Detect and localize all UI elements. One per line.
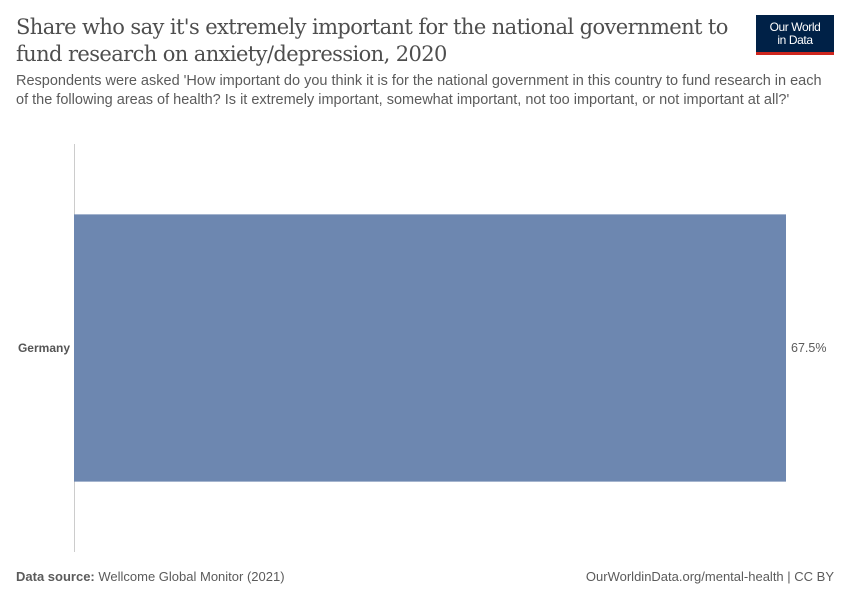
chart-subtitle: Respondents were asked 'How important do… — [16, 73, 822, 108]
logo-line-1: Our World — [769, 19, 821, 34]
bar-germany — [74, 214, 786, 482]
data-source-link[interactable]: Wellcome Global Monitor (2021) — [94, 569, 285, 584]
value-label: 67.5% — [791, 341, 826, 355]
data-source: Data source: Wellcome Global Monitor (20… — [16, 569, 285, 584]
data-source-label: Data source: — [16, 569, 95, 584]
license-link[interactable]: OurWorldinData.org/mental-health | CC BY — [585, 569, 834, 584]
owid-logo[interactable]: Our World in Data — [756, 15, 834, 55]
logo-line-2: in Data — [777, 32, 813, 47]
chart-title: Share who say it's extremely important f… — [16, 15, 728, 66]
category-label: Germany — [18, 341, 70, 355]
